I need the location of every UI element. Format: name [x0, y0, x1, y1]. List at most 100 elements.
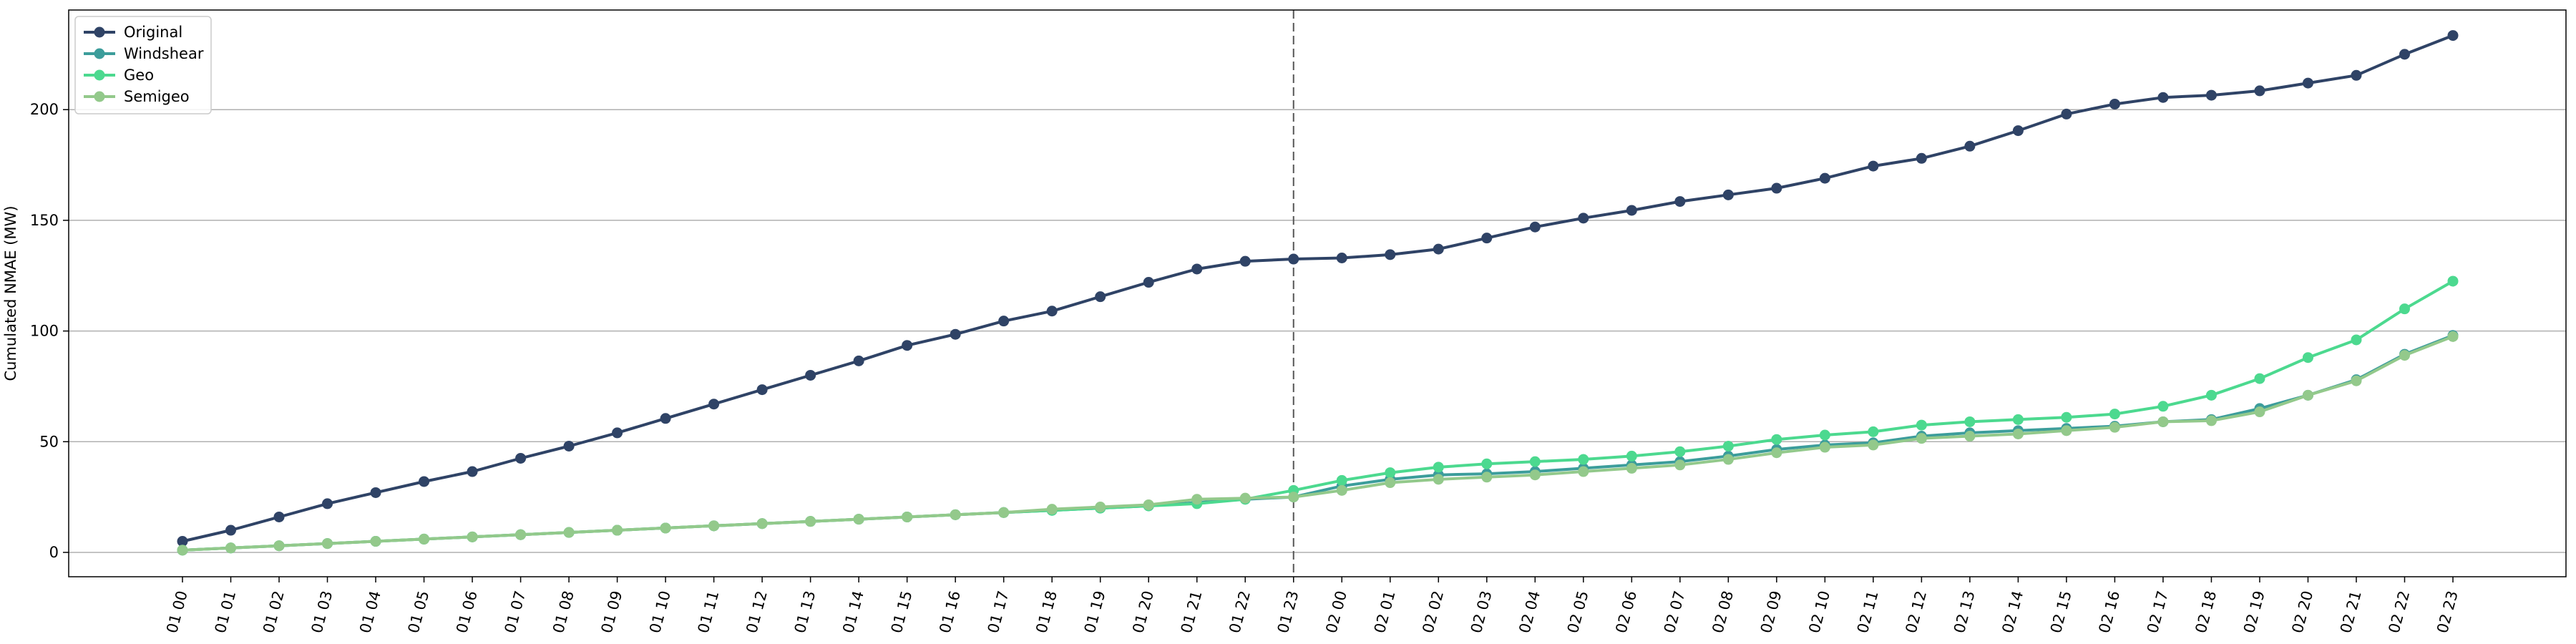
data-point [370, 487, 381, 498]
data-point [2012, 125, 2024, 137]
data-point [853, 514, 864, 525]
data-point [1722, 189, 1734, 200]
x-tick-label: 02 15 [2047, 589, 2075, 635]
data-point [2447, 30, 2459, 42]
series-original [177, 30, 2459, 547]
data-point [1336, 484, 1347, 496]
x-tick-label: 01 14 [839, 589, 867, 635]
x-tick-label: 02 16 [2096, 589, 2124, 635]
data-point [1964, 431, 1976, 442]
data-point [1481, 233, 1493, 244]
x-tick-label: 02 02 [1419, 589, 1447, 635]
y-axis-ticks: 0 50 100 150 200 [30, 101, 69, 561]
data-point [612, 525, 623, 536]
data-point [1626, 462, 1637, 474]
data-point [1433, 243, 1444, 255]
x-tick-label: 02 08 [1709, 589, 1737, 635]
x-tick-label: 01 21 [1178, 589, 1206, 635]
legend-swatch-marker [94, 48, 105, 59]
data-point [2302, 77, 2313, 89]
data-point [1191, 263, 1203, 275]
x-tick-label: 02 12 [1902, 589, 1930, 635]
x-tick-label: 01 01 [212, 589, 240, 635]
data-point [1771, 182, 1782, 194]
y-tick-label: 100 [30, 323, 59, 340]
data-point [2399, 350, 2410, 361]
data-point [1916, 419, 1927, 431]
x-tick-label: 01 07 [502, 589, 530, 635]
data-point [1674, 446, 1686, 457]
legend-label: Semigeo [124, 88, 190, 105]
x-tick-label: 01 13 [791, 589, 819, 635]
x-tick-label: 02 01 [1371, 589, 1399, 635]
data-point [2157, 92, 2169, 103]
x-tick-label: 02 04 [1516, 589, 1543, 635]
data-point [1336, 474, 1347, 486]
x-tick-label: 02 18 [2192, 589, 2220, 635]
x-tick-label: 02 22 [2386, 589, 2414, 635]
data-point [1722, 454, 1734, 465]
data-point [660, 522, 671, 534]
data-point [1771, 447, 1782, 459]
data-point [2399, 303, 2410, 315]
data-point [1578, 454, 1589, 465]
data-point [1674, 196, 1686, 208]
x-tick-label: 02 19 [2240, 589, 2268, 635]
data-point [1385, 249, 1396, 260]
data-point [2012, 414, 2024, 425]
data-point [1191, 494, 1203, 505]
data-point [756, 518, 768, 530]
series-windshear [177, 330, 2459, 556]
x-tick-label: 02 07 [1661, 589, 1689, 635]
x-tick-label: 02 13 [1951, 589, 1979, 635]
data-point [1046, 504, 1058, 515]
data-point [563, 440, 575, 452]
data-point [1529, 469, 1541, 481]
y-tick-label: 150 [30, 212, 59, 229]
data-point [225, 542, 237, 554]
data-point [1722, 440, 1734, 452]
data-point [2399, 49, 2410, 60]
data-point [273, 511, 285, 522]
x-tick-label: 01 04 [356, 589, 384, 635]
x-tick-label: 02 03 [1468, 589, 1496, 635]
data-point [515, 529, 527, 540]
data-point [2109, 409, 2120, 420]
data-point [563, 527, 575, 538]
legend-item: Geo [84, 67, 154, 84]
y-tick-label: 200 [30, 101, 59, 118]
data-point [2157, 401, 2169, 412]
data-point [1819, 441, 1830, 453]
data-point [1143, 277, 1154, 288]
y-tick-label: 50 [39, 433, 59, 450]
series-semigeo [177, 331, 2459, 556]
data-point [1046, 306, 1058, 317]
legend-label: Geo [124, 67, 154, 84]
legend-item: Windshear [84, 45, 204, 62]
data-point [1578, 213, 1589, 224]
data-point [2109, 421, 2120, 433]
data-point [1481, 458, 1493, 469]
legend-label: Windshear [124, 45, 204, 62]
plot-frame [68, 9, 2567, 577]
data-point [1868, 160, 1879, 172]
data-point [1868, 426, 1879, 437]
data-point [805, 369, 816, 381]
data-point [1819, 429, 1830, 441]
data-point [1385, 467, 1396, 479]
x-tick-label: 02 23 [2434, 589, 2462, 635]
data-point [515, 452, 527, 464]
x-tick-label: 01 19 [1081, 589, 1109, 635]
data-point [2302, 389, 2313, 401]
data-point [1868, 439, 1879, 451]
y-axis-label: Cumulated NMAE (MW) [2, 205, 19, 381]
x-tick-label: 01 18 [1033, 589, 1060, 635]
x-tick-label: 01 09 [598, 589, 626, 635]
data-point [2254, 406, 2265, 418]
data-point [2302, 352, 2313, 364]
x-tick-label: 02 05 [1564, 589, 1592, 635]
x-tick-label: 01 03 [308, 589, 336, 635]
x-tick-label: 02 10 [1805, 589, 1833, 635]
data-point [756, 384, 768, 396]
